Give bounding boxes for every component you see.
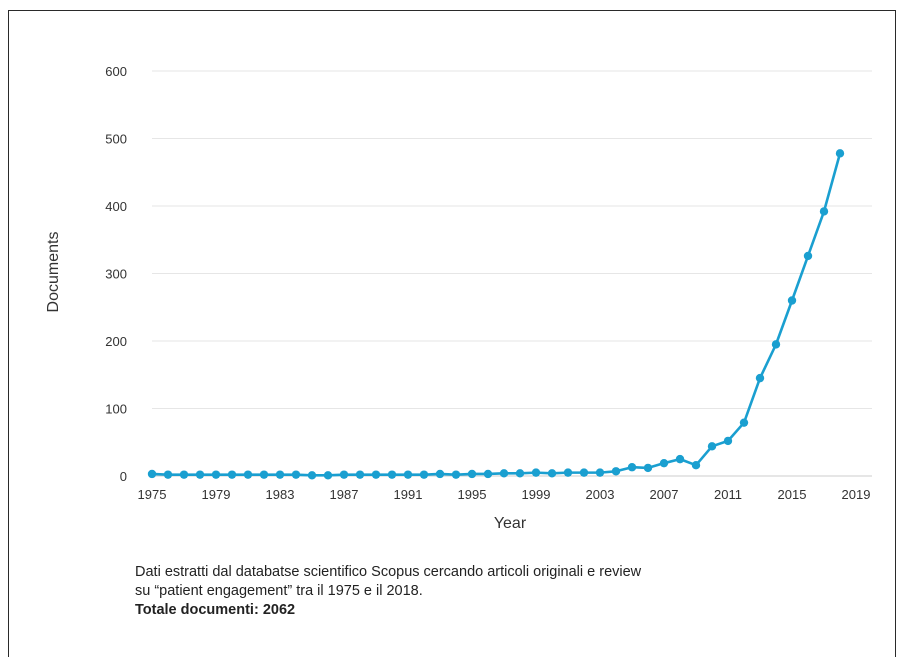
data-point-2015	[787, 296, 797, 305]
data-point-2007	[659, 458, 669, 468]
y-tick-600: 600	[105, 64, 127, 79]
data-point-1980	[227, 470, 237, 479]
data-point-2003	[595, 468, 605, 477]
y-tick-200: 200	[105, 334, 127, 349]
x-axis-label: Year	[494, 515, 527, 532]
data-point-1978	[195, 470, 205, 479]
y-tick-labels: 0 100 200 300 400 500 600	[105, 64, 127, 484]
figure-frame	[8, 10, 896, 657]
x-tick-1975: 1975	[138, 487, 167, 502]
x-tick-1999: 1999	[522, 487, 551, 502]
data-point-2009	[691, 461, 701, 470]
data-point-2006	[643, 463, 653, 473]
y-tick-100: 100	[105, 402, 127, 417]
x-tick-1987: 1987	[330, 487, 359, 502]
y-tick-300: 300	[105, 267, 127, 282]
x-tick-2003: 2003	[586, 487, 615, 502]
y-tick-400: 400	[105, 199, 127, 214]
data-point-1988	[355, 470, 365, 479]
data-point-1993	[435, 469, 445, 479]
y-axis-label: Documents	[45, 232, 62, 313]
caption-total: Totale documenti: 2062	[135, 602, 296, 618]
data-point-1976	[163, 470, 173, 479]
data-point-1975	[147, 469, 157, 479]
x-tick-2007: 2007	[650, 487, 679, 502]
data-point-2010	[707, 442, 717, 451]
data-point-1987	[339, 470, 349, 479]
data-point-2000	[547, 469, 557, 478]
data-point-1981	[243, 470, 253, 479]
y-tick-500: 500	[105, 132, 127, 147]
data-point-2018	[835, 149, 845, 158]
data-point-1992	[419, 470, 429, 479]
data-point-1989	[371, 470, 381, 479]
data-point-2005	[627, 463, 637, 472]
data-point-2002	[579, 468, 589, 477]
x-tick-2015: 2015	[778, 487, 807, 502]
data-point-1983	[275, 470, 285, 479]
data-point-1996	[483, 469, 493, 479]
data-point-1990	[387, 470, 397, 479]
data-point-1986	[323, 471, 333, 480]
x-tick-1979: 1979	[202, 487, 231, 502]
data-point-1977	[179, 470, 189, 479]
data-point-2001	[563, 468, 573, 477]
data-point-1991	[403, 470, 413, 479]
documents-per-year-chart: 0 100 200 300 400 500 600 1975 1979 1983 1987 1991…	[45, 64, 872, 532]
x-tick-1995: 1995	[458, 487, 487, 502]
data-point-2013	[755, 373, 765, 383]
data-point-1982	[259, 470, 269, 479]
data-point-1995	[467, 469, 477, 479]
caption-line-2: su “patient engagement” tra il 1975 e il…	[135, 583, 423, 599]
grid-lines	[152, 70, 872, 409]
data-point-2014	[771, 340, 781, 349]
data-point-2004	[611, 467, 621, 476]
data-point-2017	[819, 207, 829, 216]
data-point-2008	[675, 454, 685, 464]
data-point-1984	[291, 470, 301, 479]
series-line	[151, 153, 842, 477]
x-tick-1991: 1991	[394, 487, 423, 502]
x-tick-labels: 1975 1979 1983 1987 1991 1995 1999 2003 2007 2011…	[138, 487, 871, 502]
y-tick-0: 0	[120, 469, 127, 484]
caption-line-1: Dati estratti dal databatse scientifico …	[135, 564, 642, 580]
data-point-2011	[723, 436, 733, 446]
data-point-1979	[211, 470, 221, 479]
data-point-1985	[307, 471, 317, 480]
data-point-1997	[499, 469, 509, 478]
chart-caption: Dati estratti dal databatse scientifico …	[135, 563, 775, 620]
series-documents	[147, 149, 845, 480]
data-point-2016	[803, 251, 813, 261]
data-point-1999	[531, 468, 541, 477]
data-point-1998	[515, 469, 525, 478]
x-tick-1983: 1983	[266, 487, 295, 502]
x-tick-2019: 2019	[842, 487, 871, 502]
x-tick-2011: 2011	[714, 487, 742, 502]
data-point-2012	[739, 418, 749, 427]
data-point-1994	[451, 470, 461, 479]
